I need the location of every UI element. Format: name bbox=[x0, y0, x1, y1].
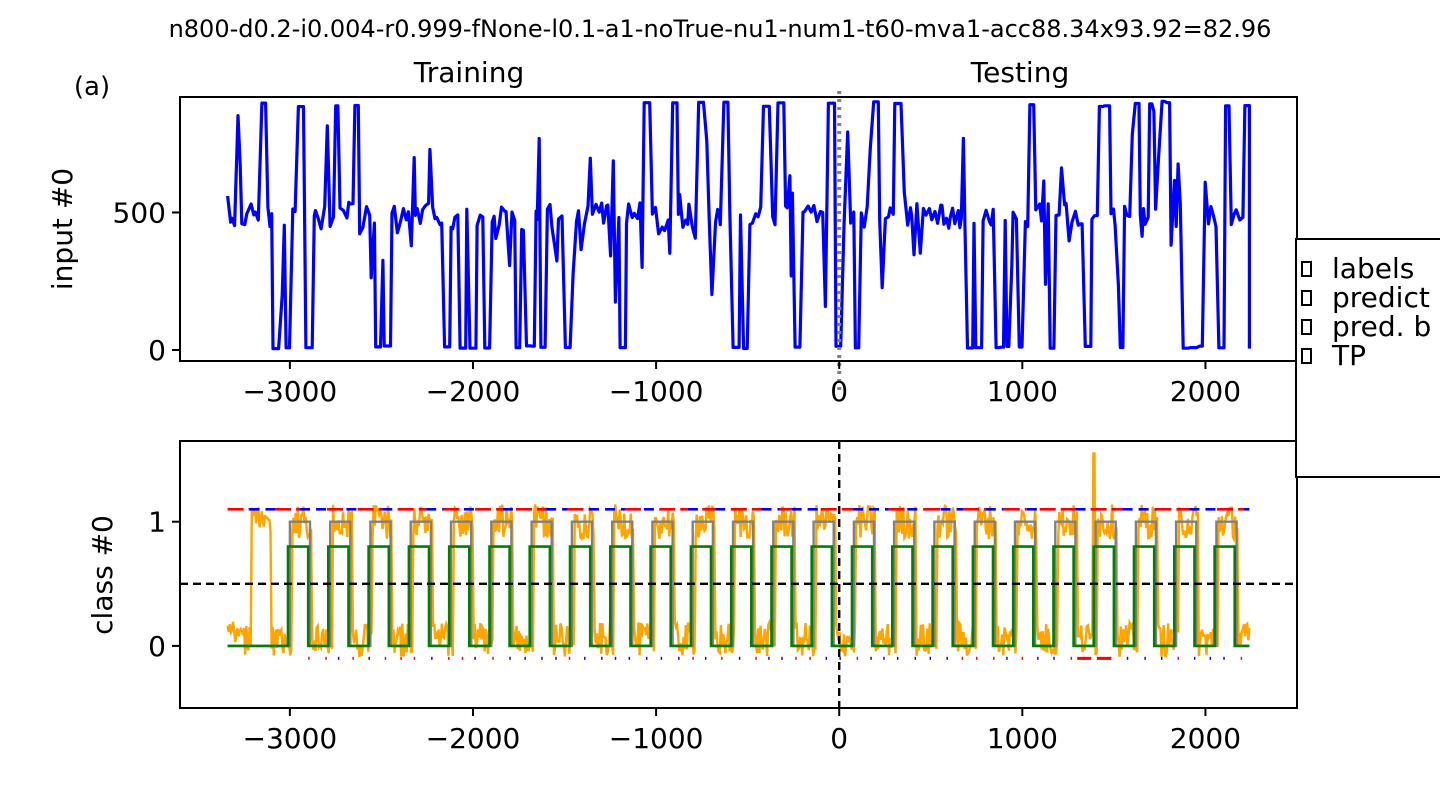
class-plot-frame bbox=[179, 440, 1298, 709]
x-tick-label: 0 bbox=[830, 375, 848, 408]
legend-label: pred. b bbox=[1332, 310, 1431, 343]
x-tick-label: −1000 bbox=[609, 375, 704, 408]
x-tick-label: −3000 bbox=[243, 375, 338, 408]
input-plot: Training Testing −3000 −2000 −1000 0 1000 200… bbox=[46, 56, 1298, 409]
input-plot-frame bbox=[179, 96, 1298, 362]
input-ylabel: input #0 bbox=[46, 168, 79, 290]
testing-title: Testing bbox=[970, 56, 1069, 89]
legend-swatch-icon bbox=[1301, 261, 1312, 277]
class-plot: −3000 −2000 −1000 0 1000 2000 0 1 class #0 bbox=[86, 440, 1298, 755]
figure-suptitle: n800-d0.2-i0.004-r0.999-fNone-l0.1-a1-no… bbox=[169, 15, 1272, 43]
predict-line bbox=[226, 452, 1251, 658]
legend-swatch-icon bbox=[1301, 290, 1312, 306]
class-series bbox=[180, 441, 1297, 708]
x-tick-label: 1000 bbox=[987, 375, 1058, 408]
legend-label: predict bbox=[1332, 281, 1430, 314]
panel-label: (a) bbox=[74, 72, 110, 102]
input-series bbox=[226, 91, 1251, 391]
training-title: Training bbox=[413, 56, 524, 89]
legend-label: TP bbox=[1331, 339, 1366, 372]
x-tick-label: 2000 bbox=[1170, 375, 1241, 408]
input-line bbox=[226, 99, 1251, 351]
y-tick-label: 0 bbox=[148, 630, 166, 663]
legend-swatch-icon bbox=[1301, 348, 1312, 364]
input-plot-ticks: −3000 −2000 −1000 0 1000 2000 0 500 bbox=[113, 197, 1242, 409]
pred-binary-line bbox=[227, 545, 1250, 648]
x-tick-label: 2000 bbox=[1170, 722, 1241, 755]
x-tick-label: 0 bbox=[830, 722, 848, 755]
x-tick-label: −3000 bbox=[243, 722, 338, 755]
class-ylabel: class #0 bbox=[86, 515, 119, 635]
y-tick-label: 1 bbox=[148, 506, 166, 539]
x-tick-label: 1000 bbox=[987, 722, 1058, 755]
y-tick-label: 0 bbox=[148, 334, 166, 367]
x-tick-label: −2000 bbox=[426, 375, 521, 408]
y-tick-label: 500 bbox=[113, 197, 166, 230]
x-tick-label: −1000 bbox=[609, 722, 704, 755]
legend-swatch-icon bbox=[1301, 319, 1312, 335]
legend-label: labels bbox=[1332, 252, 1414, 285]
x-tick-label: −2000 bbox=[426, 722, 521, 755]
class-plot-ticks: −3000 −2000 −1000 0 1000 2000 0 1 bbox=[148, 506, 1241, 755]
legend-frame bbox=[1295, 238, 1440, 478]
